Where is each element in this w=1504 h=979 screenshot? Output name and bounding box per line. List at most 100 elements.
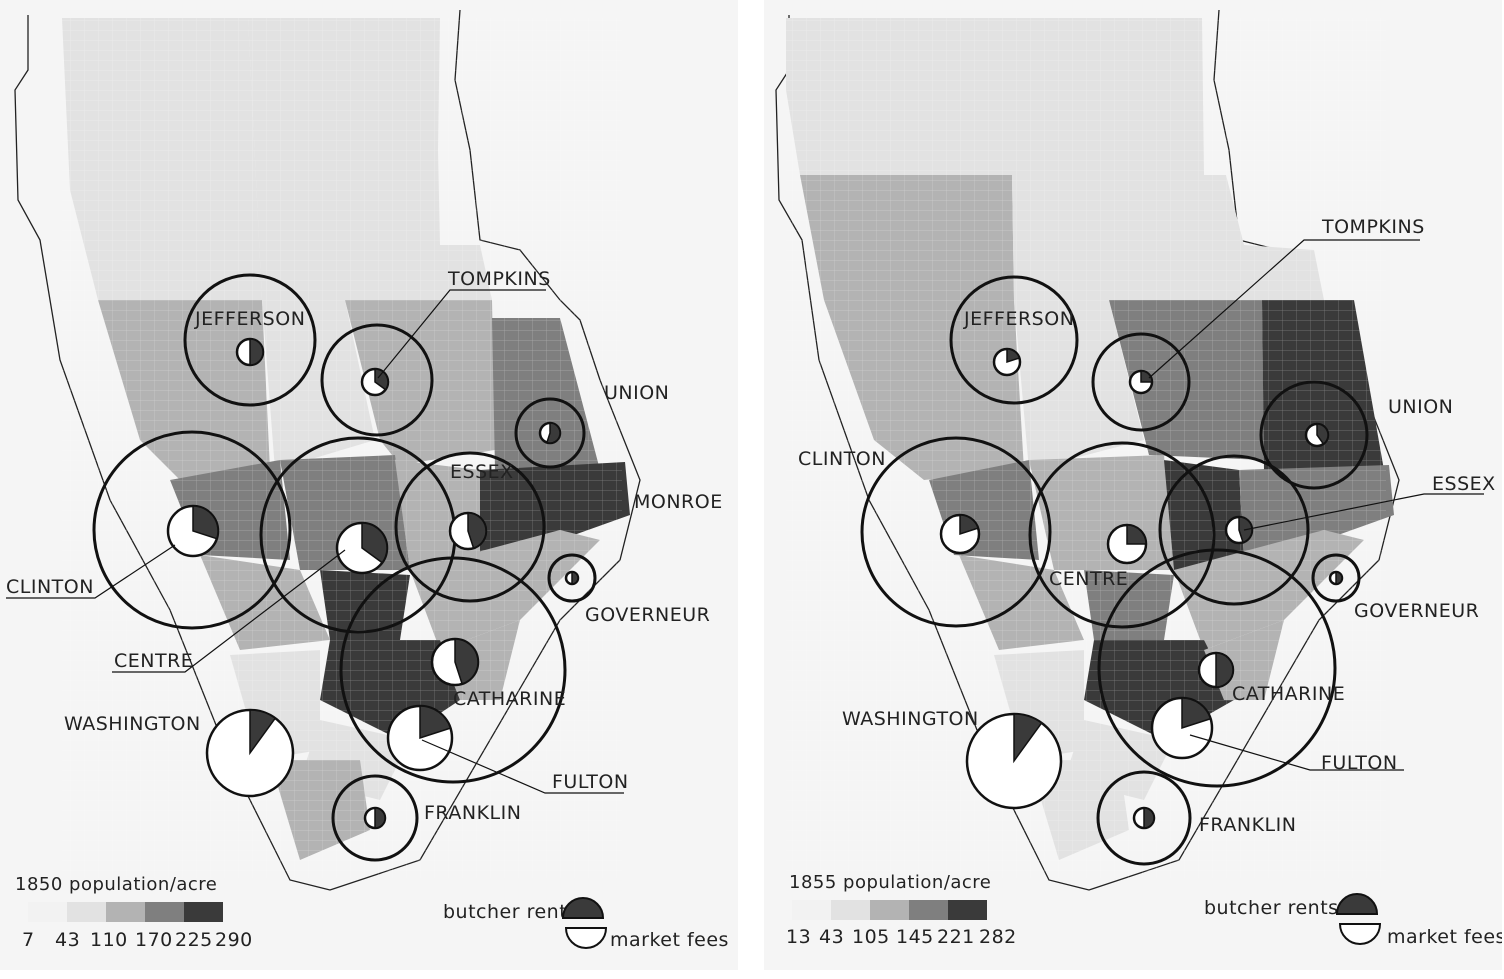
catharine-catchment: [339, 556, 567, 784]
legend-title-1855: 1855 population/acre: [789, 872, 991, 893]
street-grid: [786, 18, 1386, 878]
label-clinton: CLINTON: [6, 576, 94, 598]
pie-rents-slice: [192, 505, 219, 540]
legend-break: 221: [937, 926, 975, 948]
label-governeur: GOVERNEUR: [1354, 600, 1479, 622]
label-franklin: FRANKLIN: [1199, 814, 1296, 836]
market-pie-washington: [205, 708, 295, 798]
pie-rents-slice: [1013, 713, 1043, 764]
label-union: UNION: [604, 382, 669, 404]
pie-rents-slice: [1215, 652, 1234, 688]
map-1850-svg: JEFFERSON TOMPKINS UNION ESSEX MONROE CL…: [6, 9, 729, 951]
pie-rents-slice: [454, 638, 479, 685]
market-pie-clinton: [939, 513, 981, 555]
jefferson-catchment: [183, 273, 317, 407]
legend-swatch-1: [792, 900, 831, 920]
legend-break: 7: [22, 929, 35, 951]
market-labels-1850: JEFFERSON TOMPKINS UNION ESSEX MONROE CL…: [6, 268, 723, 824]
legend-swatch-4: [145, 902, 184, 922]
pie-rents-slice: [419, 705, 452, 740]
label-jefferson: JEFFERSON: [963, 308, 1074, 330]
market-pie-franklin: [363, 806, 387, 830]
market-symbols-1850: [92, 273, 597, 862]
legend-swatch-5: [948, 900, 987, 920]
label-tompkins: TOMPKINS: [447, 268, 551, 290]
legend-break: 282: [979, 926, 1017, 948]
leader-lines-1855: [1148, 239, 1484, 771]
label-union: UNION: [1388, 396, 1453, 418]
legend-swatch-1: [28, 902, 67, 922]
legend-break: 170: [135, 929, 173, 951]
label-essex: ESSEX: [450, 461, 514, 483]
label-washington: WASHINGTON: [842, 708, 979, 730]
legend-swatch-2: [831, 900, 870, 920]
clinton-catchment: [860, 436, 1052, 628]
pie-rents-slice: [1143, 807, 1155, 829]
label-essex: ESSEX: [1432, 473, 1496, 495]
market-pie-fulton: [1150, 696, 1214, 760]
label-monroe: MONROE: [634, 491, 723, 513]
legend-fees-label: market fees: [1387, 926, 1502, 948]
tompkins-catchment: [320, 323, 434, 437]
market-pie-clinton: [166, 504, 220, 558]
label-catharine: CATHARINE: [453, 688, 566, 710]
pie-rents-slice: [1126, 524, 1147, 545]
governeur-catchment: [1311, 553, 1361, 603]
legend-break: 145: [896, 926, 934, 948]
legend-rents-label: butcher rents: [443, 901, 578, 923]
legend-break: 13: [786, 926, 811, 948]
essex-catchment: [394, 451, 546, 603]
pie-rents-slice: [1181, 697, 1212, 730]
legend-title-1850: 1850 population/acre: [15, 874, 217, 895]
legend-rents-label: butcher rents: [1204, 897, 1339, 919]
franklin-catchment: [1096, 770, 1192, 866]
legend-swatch-5: [184, 902, 223, 922]
label-governeur: GOVERNEUR: [585, 604, 710, 626]
legend-1855: 1855 population/acre 13 43 105 145 221 2…: [786, 872, 1502, 948]
market-pie-franklin: [1132, 806, 1156, 830]
leader-lines-1850: [6, 289, 624, 794]
legend-swatch-2: [67, 902, 106, 922]
pie-rents-slice: [467, 512, 487, 550]
map-1855-panel: JEFFERSON TOMPKINS UNION ESSEX CLINTON C…: [764, 0, 1502, 970]
label-clinton: CLINTON: [798, 448, 886, 470]
pie-rents-slice: [571, 571, 579, 585]
pie-rents-slice: [374, 807, 386, 829]
label-washington: WASHINGTON: [64, 713, 201, 735]
market-pie-catharine: [430, 637, 480, 687]
legend-break: 43: [819, 926, 844, 948]
pie-rents-slice: [1140, 370, 1153, 383]
market-pie-tompkins: [360, 367, 390, 397]
pie-rents-slice: [1335, 571, 1343, 585]
legend-swatch-3: [106, 902, 145, 922]
legend-pie-1855: [1335, 893, 1382, 945]
pie-rents-slice: [249, 338, 264, 366]
market-pie-union: [1304, 422, 1330, 448]
pie-rents-slice: [361, 522, 388, 564]
governeur-catchment: [547, 553, 597, 603]
market-pie-jefferson: [992, 347, 1022, 377]
pie-rents-slice: [374, 368, 389, 391]
centre-catchment: [1028, 441, 1216, 629]
legend-swatch-3: [870, 900, 909, 920]
union-catchment: [1259, 380, 1369, 490]
map-1855-svg: JEFFERSON TOMPKINS UNION ESSEX CLINTON C…: [775, 9, 1502, 948]
label-fulton: FULTON: [552, 771, 629, 793]
market-pie-governeur: [1328, 570, 1344, 586]
legend-break: 43: [55, 929, 80, 951]
market-symbols-1855: [860, 275, 1369, 866]
legend-break: 110: [90, 929, 128, 951]
label-franklin: FRANKLIN: [424, 802, 521, 824]
market-pie-centre: [335, 521, 389, 575]
jefferson-catchment: [949, 275, 1079, 405]
legend-fees-label: market fees: [610, 929, 729, 951]
market-pie-centre: [1106, 523, 1148, 565]
map-1850-panel: JEFFERSON TOMPKINS UNION ESSEX MONROE CL…: [0, 0, 738, 970]
market-pie-jefferson: [235, 337, 265, 367]
market-pies-1855: [939, 347, 1344, 830]
pie-rents-slice: [545, 422, 561, 444]
legend-swatch-4: [909, 900, 948, 920]
label-centre: CENTRE: [1049, 568, 1128, 590]
label-tompkins: TOMPKINS: [1321, 216, 1425, 238]
market-labels-1855: JEFFERSON TOMPKINS UNION ESSEX CLINTON C…: [798, 216, 1496, 836]
